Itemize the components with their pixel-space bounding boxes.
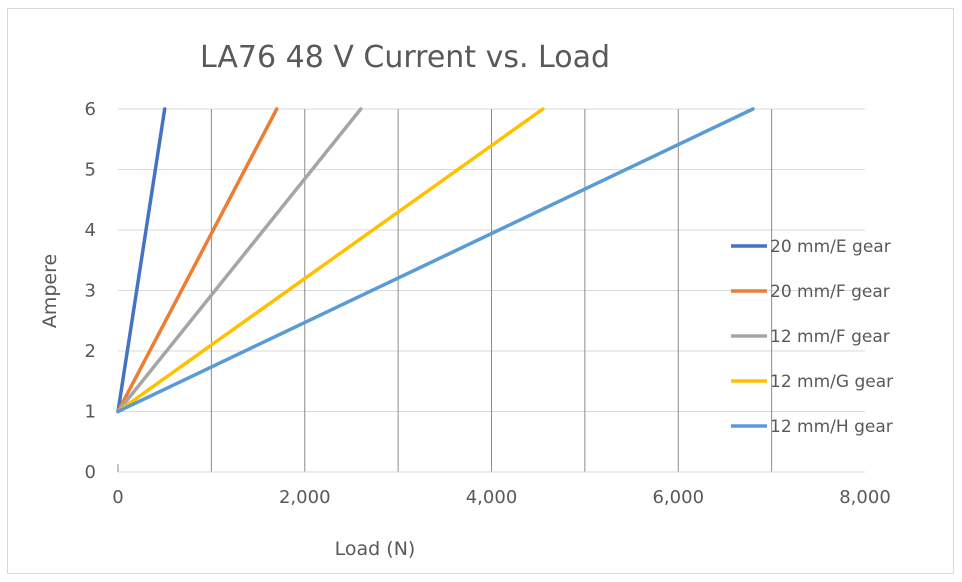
series-line-4	[116, 107, 755, 414]
legend-label-2: 12 mm/F gear	[770, 327, 890, 347]
x-tick-label: 8,000	[839, 487, 891, 508]
series-line-1	[116, 107, 279, 414]
series-layer	[116, 107, 755, 414]
y-tick-label: 1	[85, 402, 96, 423]
y-tick-label: 2	[85, 341, 96, 362]
y-tick-label: 5	[85, 160, 96, 181]
legend-label-4: 12 mm/H gear	[770, 417, 893, 437]
x-tick-label: 2,000	[279, 487, 331, 508]
y-axis-title: Ampere	[39, 254, 61, 328]
tick-layer: 0 1 2 3 4 5 6 0 2,000 4,000 6,000 8,000	[85, 99, 891, 508]
axis-layer	[117, 464, 865, 473]
series-line-2	[116, 107, 363, 414]
x-tick-label: 6,000	[652, 487, 704, 508]
chart-frame: LA76 48 V Current vs. Load 0 1 2 3 4 5 6 0 2,000…	[7, 8, 954, 574]
x-tick-label: 0	[112, 487, 123, 508]
series-line-3	[116, 107, 545, 414]
legend-label-0: 20 mm/E gear	[770, 237, 891, 257]
legend-label-1: 20 mm/F gear	[770, 282, 890, 302]
series-line-0	[116, 107, 167, 414]
y-tick-label: 6	[85, 99, 96, 120]
chart-title: LA76 48 V Current vs. Load	[200, 40, 610, 75]
legend-label-3: 12 mm/G gear	[770, 372, 893, 392]
legend: 20 mm/E gear 20 mm/F gear 12 mm/F gear 12 m…	[731, 237, 893, 437]
y-tick-label: 3	[85, 281, 96, 302]
y-tick-label: 0	[85, 462, 96, 483]
y-tick-label: 4	[85, 220, 96, 241]
chart-svg: LA76 48 V Current vs. Load 0 1 2 3 4 5 6 0 2,000…	[39, 40, 893, 560]
x-tick-label: 4,000	[466, 487, 518, 508]
x-axis-title: Load (N)	[335, 538, 416, 560]
